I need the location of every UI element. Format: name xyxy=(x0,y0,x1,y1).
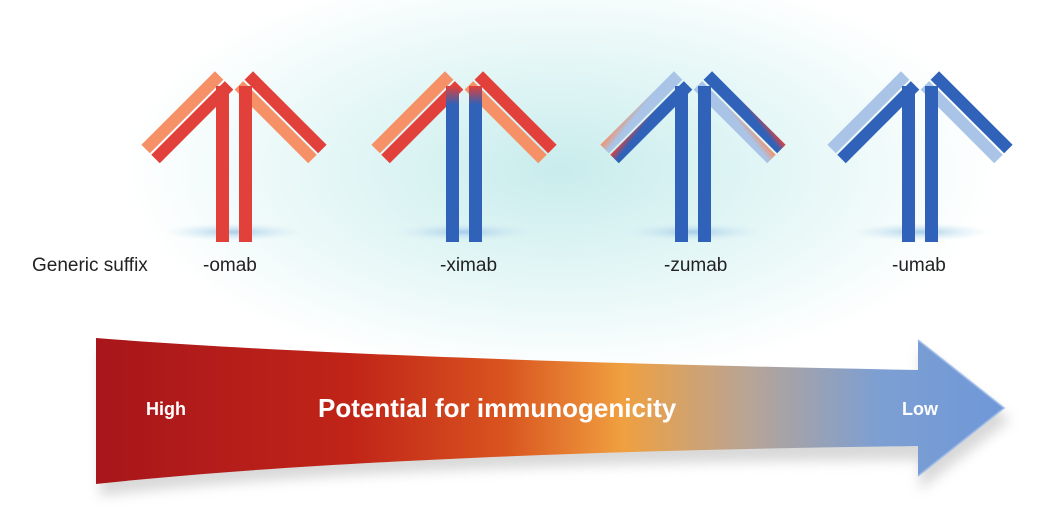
shadow-zumab xyxy=(623,223,763,241)
shadow-umab xyxy=(850,223,990,241)
arrow-title: Potential for immunogenicity xyxy=(318,393,677,423)
antibody-murine xyxy=(141,71,327,242)
arrow-head-highlight xyxy=(917,339,1006,477)
antibody-humanized xyxy=(600,71,786,242)
suffix-ximab: -ximab xyxy=(440,255,498,276)
suffix-umab: -umab xyxy=(892,255,946,276)
background-glow xyxy=(120,0,1000,380)
arrow-low-label: Low xyxy=(902,399,938,419)
generic-suffix-label: Generic suffix xyxy=(32,255,148,276)
suffix-zumab: -zumab xyxy=(664,255,728,276)
suffix-omab: -omab xyxy=(203,255,257,276)
immunogenicity-arrow xyxy=(96,338,1004,484)
antibody-human xyxy=(827,71,1013,242)
shadow-ximab xyxy=(394,223,534,241)
antibody-chimeric xyxy=(371,71,557,242)
shadow-omab xyxy=(164,223,304,241)
arrow-high-label: High xyxy=(146,399,186,419)
